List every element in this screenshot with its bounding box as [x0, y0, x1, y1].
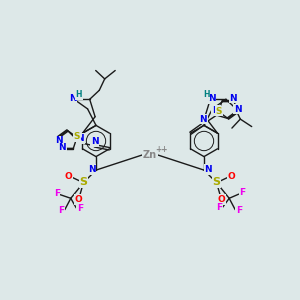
Text: S: S: [215, 106, 222, 116]
Text: F: F: [239, 188, 245, 197]
Text: F: F: [77, 204, 83, 213]
Text: N: N: [212, 106, 220, 115]
Text: F: F: [236, 206, 242, 215]
Text: ++: ++: [155, 145, 168, 154]
Text: F: F: [54, 189, 60, 198]
Text: O: O: [75, 195, 83, 204]
Text: O: O: [218, 195, 225, 204]
Text: O: O: [228, 172, 236, 181]
Text: O: O: [64, 172, 72, 181]
Text: F: F: [58, 206, 64, 215]
Text: N: N: [200, 115, 207, 124]
Text: N: N: [204, 165, 212, 174]
Text: H: H: [203, 90, 209, 99]
Text: N: N: [69, 94, 76, 103]
Text: N: N: [58, 143, 66, 152]
Text: H: H: [76, 90, 82, 99]
Text: N: N: [88, 165, 96, 174]
Text: N: N: [230, 94, 237, 103]
Text: N: N: [76, 134, 84, 143]
Text: Zn: Zn: [143, 150, 157, 161]
Text: N: N: [91, 137, 98, 146]
Text: N: N: [208, 94, 216, 103]
Text: N: N: [55, 136, 62, 146]
Text: S: S: [80, 177, 87, 187]
Text: S: S: [213, 177, 220, 187]
Text: F: F: [216, 203, 222, 212]
Text: S: S: [74, 132, 80, 141]
Text: N: N: [234, 105, 242, 114]
